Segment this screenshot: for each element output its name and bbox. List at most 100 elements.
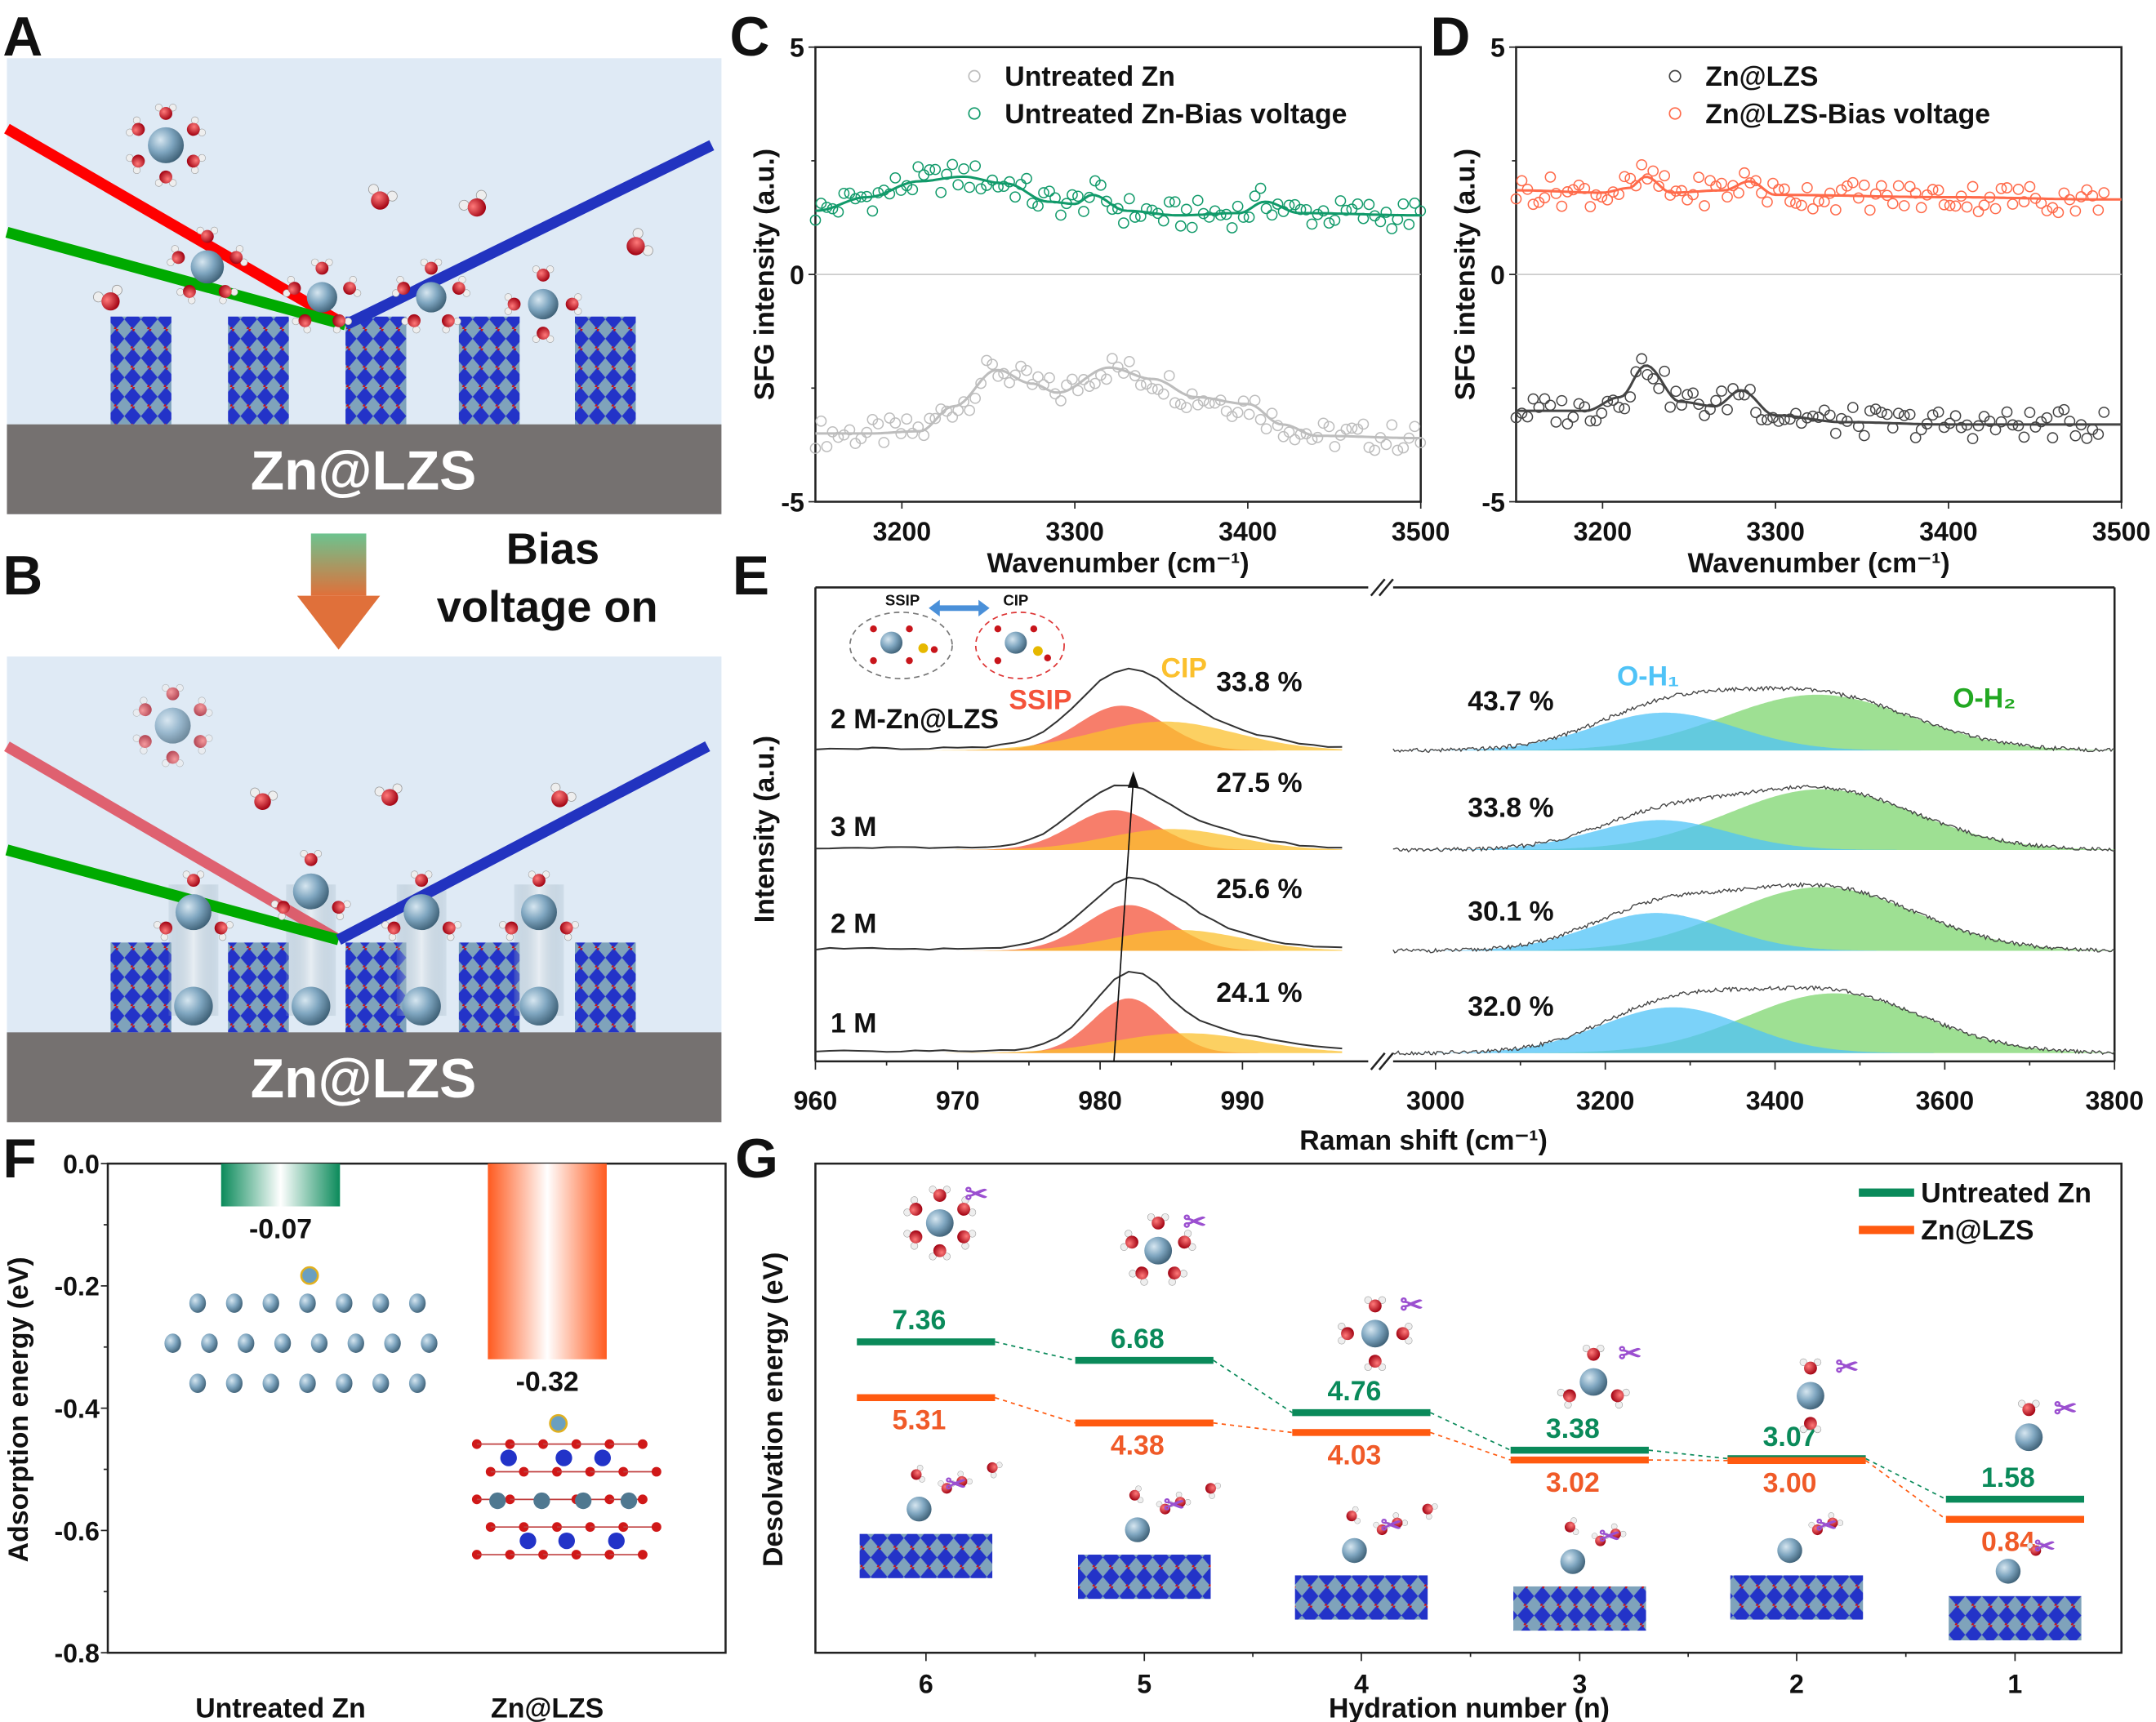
y-axis-label: Adsorption energy (eV) xyxy=(3,1257,34,1562)
measured-spectrum xyxy=(1392,881,2115,954)
data-point xyxy=(1886,198,1899,210)
water-molecule xyxy=(1346,1506,1361,1524)
zn-substrate xyxy=(7,1032,722,1123)
hydrogen-atom xyxy=(550,782,561,793)
oxygen-atom xyxy=(415,874,429,888)
zn-atom xyxy=(408,1293,426,1313)
data-point xyxy=(1363,442,1375,453)
measured-spectrum xyxy=(815,784,1343,850)
data-point xyxy=(1846,176,1859,189)
hydrogen-atom xyxy=(1610,1523,1618,1530)
zn-ion xyxy=(925,1208,954,1237)
energy-level-bar xyxy=(1945,1495,2084,1503)
zn-atom xyxy=(274,1333,292,1353)
water-molecule xyxy=(167,245,185,266)
hydrogen-atom xyxy=(368,184,379,195)
data-point xyxy=(1533,402,1545,413)
data-point xyxy=(1927,184,1939,196)
oxygen-atom xyxy=(371,191,390,210)
data-point xyxy=(1346,422,1358,434)
x-tick-label: 3 xyxy=(1572,1669,1587,1698)
solvated-ion-cluster xyxy=(1338,1296,1413,1371)
hydrogen-atom xyxy=(574,293,582,301)
oxygen-atom xyxy=(452,282,466,295)
lzs-pillar xyxy=(345,942,407,1033)
y-axis-label: SFG intensity (a.u.) xyxy=(750,149,781,400)
oxygen-atom xyxy=(442,921,456,935)
data-point xyxy=(1796,417,1807,429)
water-molecule xyxy=(132,734,152,754)
water-molecule xyxy=(2018,1399,2040,1417)
hydrogen-atom xyxy=(126,154,134,162)
data-point xyxy=(1892,407,1904,420)
data-point xyxy=(1716,385,1727,397)
oxygen-atom xyxy=(2030,1545,2042,1556)
water-molecule xyxy=(441,314,461,334)
data-point xyxy=(1032,200,1044,212)
x-tick-label: 3400 xyxy=(1746,1086,1805,1115)
energy-level-bar xyxy=(1075,1419,1214,1427)
data-point xyxy=(1374,216,1387,228)
water-molecule xyxy=(332,900,351,920)
data-point xyxy=(1186,388,1198,400)
data-point xyxy=(2041,412,2053,424)
energy-value-label: 5.31 xyxy=(892,1405,946,1436)
data-point xyxy=(1254,182,1267,194)
oh2-component xyxy=(1392,887,2115,951)
panel-label-f: F xyxy=(2,1128,36,1190)
oh2-component xyxy=(1392,789,2115,850)
anion-icon xyxy=(1033,646,1043,656)
water-molecule xyxy=(1364,1296,1387,1313)
water-molecule xyxy=(1373,1521,1392,1536)
hydrogen-atom xyxy=(225,921,234,929)
x-tick-label: 960 xyxy=(794,1086,838,1115)
hydrogen-atom xyxy=(392,783,403,794)
data-point xyxy=(1112,202,1124,215)
x-tick-label: 980 xyxy=(1078,1086,1122,1115)
data-point xyxy=(2069,429,2082,442)
hydrogen-atom xyxy=(300,850,308,858)
oxygen-atom xyxy=(911,1469,922,1480)
zn-ion xyxy=(292,986,331,1026)
hydrogen-atom xyxy=(111,284,122,296)
hydrogen-atom xyxy=(1813,1358,1822,1366)
zn-ion xyxy=(1361,1319,1389,1348)
x-tick-label: 3800 xyxy=(2085,1086,2144,1115)
hydrogen-atom xyxy=(198,128,206,136)
data-point xyxy=(1386,419,1398,431)
data-point xyxy=(1146,204,1158,216)
hydrogen-atom xyxy=(132,734,140,742)
ssip-component xyxy=(815,905,1343,951)
data-point xyxy=(1317,417,1330,429)
data-point xyxy=(912,161,924,173)
data-point xyxy=(1027,198,1038,209)
bar-value-label: -0.07 xyxy=(249,1213,312,1244)
oxygen-atom xyxy=(507,297,521,311)
hydrogen-atom xyxy=(1820,1521,1827,1528)
x-tick-label: 990 xyxy=(1221,1086,1265,1115)
data-point xyxy=(1904,408,1916,420)
oxygen-atom xyxy=(229,251,243,265)
lzs-pillar xyxy=(110,316,172,425)
plot-frame xyxy=(814,1162,2123,1654)
y-tick-label: -0.8 xyxy=(54,1639,99,1668)
data-point xyxy=(1875,407,1887,418)
si-atom xyxy=(500,1449,517,1466)
data-point xyxy=(1009,191,1021,203)
data-point xyxy=(1032,371,1044,383)
water-molecule xyxy=(381,921,401,941)
hydrogen-atom xyxy=(1364,1296,1372,1304)
x-tick-label: 3200 xyxy=(1574,517,1633,546)
zn-ion xyxy=(521,894,557,931)
data-point xyxy=(964,181,976,194)
zn-atom xyxy=(225,1293,243,1313)
data-point xyxy=(1790,407,1802,420)
zn-atom xyxy=(336,1373,353,1394)
desolvation-chart-g: Desolvation energy (eV) Hydration number … xyxy=(758,1162,2123,1722)
hydrogen-atom xyxy=(458,276,466,284)
water-molecule xyxy=(1396,1323,1413,1345)
oh-percent: 33.8 % xyxy=(1468,792,1553,823)
hydrogen-atom xyxy=(1179,1270,1187,1278)
hydrogen-atom xyxy=(1622,1388,1630,1397)
data-point xyxy=(1550,188,1562,199)
